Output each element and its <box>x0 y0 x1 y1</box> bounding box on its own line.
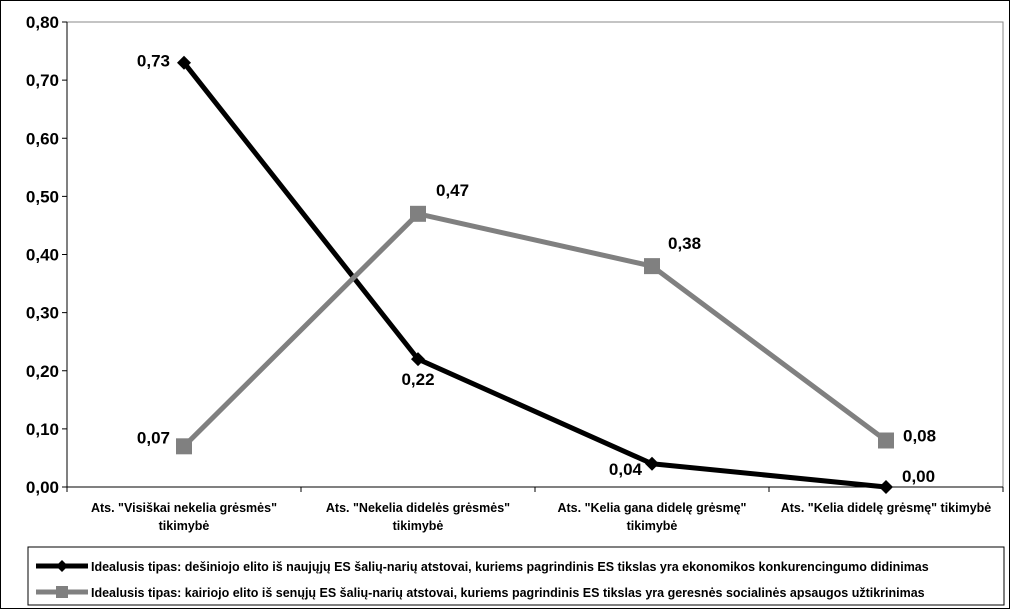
data-label: 0,38 <box>668 234 701 253</box>
data-label: 0,22 <box>401 370 434 389</box>
series-2-point <box>644 258 660 275</box>
series-2-point <box>176 438 192 455</box>
series-2-point <box>410 205 426 222</box>
x-tick-label: tikimybė <box>393 519 444 533</box>
y-tick-label: 0,60 <box>26 129 59 148</box>
series-1-line <box>182 61 887 490</box>
data-label: 0,04 <box>609 460 643 479</box>
y-tick-label: 0,30 <box>26 304 59 323</box>
data-label: 0,73 <box>137 52 170 71</box>
y-tick-label: 0,10 <box>26 420 59 439</box>
x-tick-label: Ats. "Kelia didelę grėsmę" tikimybė <box>781 501 992 515</box>
y-tick-label: 0,20 <box>26 362 59 381</box>
y-tick-label: 0,00 <box>26 478 59 497</box>
y-tick-label: 0,70 <box>26 71 59 90</box>
x-tick-label: Ats. "Nekelia didelės grėsmės" <box>326 501 510 515</box>
legend-marker <box>56 586 68 598</box>
x-tick-label: tikimybė <box>159 519 210 533</box>
legend-label: Idealusis tipas: kairiojo elito iš senųj… <box>91 586 925 600</box>
y-tick-label: 0,40 <box>26 246 59 265</box>
legend-marker <box>56 560 68 572</box>
legend-box <box>27 546 1005 606</box>
data-label: 0,08 <box>903 427 936 446</box>
series-2-point <box>878 432 894 449</box>
x-tick-label: Ats. "Kelia gana didelę grėsmę" <box>557 501 746 515</box>
x-tick-label: Ats. "Visiškai nekelia grėsmės" <box>91 501 277 515</box>
y-tick-label: 0,50 <box>26 187 59 206</box>
data-label: 0,07 <box>137 428 170 447</box>
legend-label: Idealusis tipas: dešiniojo elito iš nauj… <box>91 560 929 574</box>
series-1-point <box>645 456 659 471</box>
x-tick-label: tikimybė <box>627 519 678 533</box>
series-1-point <box>879 480 893 494</box>
data-label: 0,47 <box>436 181 469 200</box>
y-tick-label: 0,80 <box>26 13 59 32</box>
series-1-point <box>411 352 425 367</box>
data-label: 0,00 <box>902 467 935 486</box>
series-2-line <box>182 211 888 449</box>
series-1-point <box>177 55 191 70</box>
